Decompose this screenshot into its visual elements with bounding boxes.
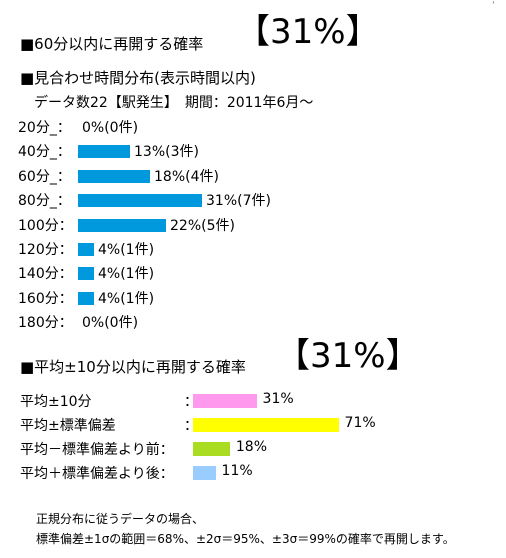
dist-bar [78, 267, 94, 281]
dist-value-label: 13%(3件) [134, 144, 199, 161]
cmp-value-label: 31% [262, 391, 294, 407]
note-line-1: 正規分布に従うデータの場合、 [36, 512, 205, 526]
dist-value-label: 22%(5件) [170, 217, 235, 234]
cmp-value-label: 11% [221, 463, 253, 479]
cmp-category-label: 平均±10分 [20, 394, 92, 410]
dist-category-label: 160分： [18, 290, 73, 307]
cmp-category-label: 平均－標準偏差より前： [20, 442, 174, 458]
dist-value-label: 31%(7件) [206, 193, 271, 210]
dist-bar [78, 291, 94, 305]
dist-category-label: 60分_： [18, 168, 71, 185]
section1-big-value: 【31%】 [236, 12, 380, 52]
dist-value-label: 4%(1件) [98, 242, 155, 258]
corner-mark: ' [492, 0, 495, 11]
dist-bar [78, 145, 130, 159]
dist-value-label: 4%(1件) [98, 266, 155, 283]
cmp-bar [193, 442, 230, 456]
dist-bar [78, 169, 150, 183]
dist-value-label: 18%(4件) [154, 168, 219, 185]
section3-big-value: 【31%】 [276, 336, 420, 376]
section2-subtitle: データ数22【駅発生】 期間：2011年6月～ [34, 95, 314, 111]
dist-category-label: 180分： [18, 315, 73, 332]
cmp-category-label: 平均±標準偏差 [20, 418, 116, 434]
cmp-value-label: 71% [344, 415, 376, 431]
section3-title: ■平均±10分以内に再開する確率 [20, 358, 246, 376]
dist-category-label: 40分_： [18, 144, 71, 161]
cmp-bar [193, 466, 216, 480]
dist-category-label: 120分： [18, 242, 73, 258]
section2-title: ■見合わせ時間分布(表示時間以内) [20, 69, 256, 87]
section1-title: ■60分以内に再開する確率 [20, 35, 204, 53]
dist-bar [78, 243, 94, 256]
dist-value-label: 0%(0件) [82, 120, 139, 136]
dist-category-label: 80分_： [18, 193, 71, 210]
dist-value-label: 4%(1件) [98, 290, 155, 307]
note-line-2: 標準偏差±1σの範囲＝68%、±2σ＝95%、±3σ＝99%の確率で再開します。 [36, 532, 455, 546]
dist-bar [78, 194, 202, 208]
dist-value-label: 0%(0件) [82, 315, 139, 332]
cmp-value-label: 18% [235, 439, 268, 455]
cmp-category-label: 平均＋標準偏差より後： [20, 466, 174, 482]
dist-bar [78, 218, 166, 232]
dist-category-label: 100分： [18, 217, 73, 234]
dist-category-label: 140分： [18, 266, 73, 283]
cmp-bar [193, 394, 257, 408]
dist-category-label: 20分_： [18, 120, 71, 136]
cmp-bar [193, 418, 339, 432]
